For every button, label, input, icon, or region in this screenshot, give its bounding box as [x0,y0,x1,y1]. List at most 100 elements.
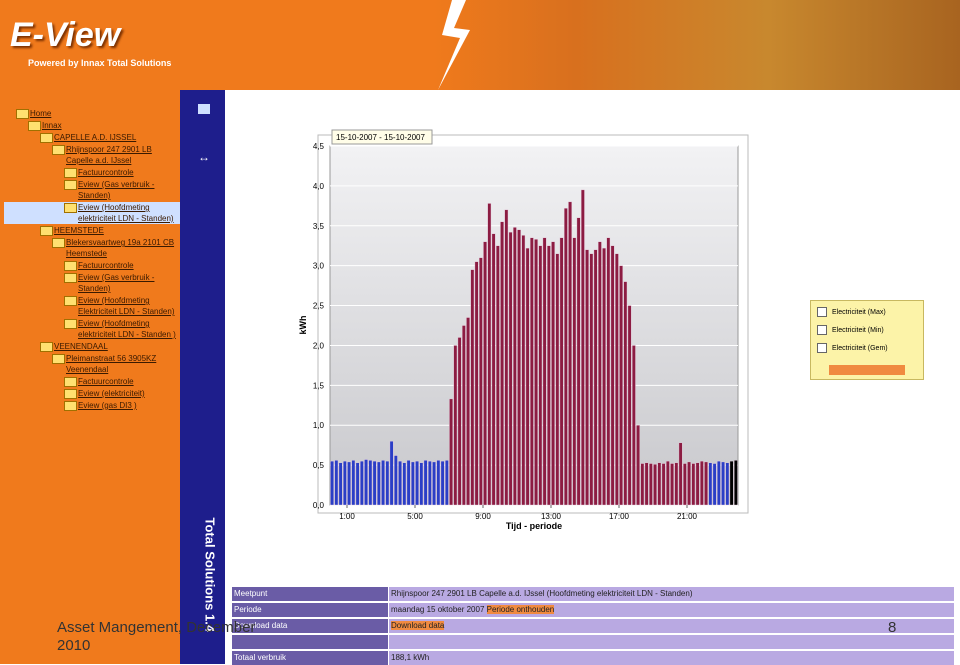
folder-icon [64,401,77,411]
checkbox [817,307,827,317]
tree-item[interactable]: Eview (gas DI3 ) [4,400,180,411]
table-row: Download data Download data [232,619,954,633]
bar [376,461,381,506]
bar [504,209,509,506]
row-label [232,635,388,649]
bar [682,463,687,506]
bar [491,233,496,506]
bar [712,463,717,506]
tree-item[interactable]: Eview (elektriciteit) [4,388,180,399]
bar [525,247,530,506]
x-tick-label: 13:00 [541,512,562,521]
option[interactable]: Electriciteit (Min) [817,325,884,336]
row-value: 188,1 kWh [389,651,954,665]
bar [461,325,466,506]
tree-item[interactable]: CAPELLE A.D. IJSSEL [4,132,180,143]
bar [521,235,526,506]
tree-item[interactable]: Eview (Gas verbruik - Standen) [4,179,180,201]
table-row [232,635,954,649]
x-tick-label: 5:00 [407,512,423,521]
bar [466,317,470,506]
bar [716,460,721,506]
bar [508,231,513,506]
folder-icon [52,238,65,248]
x-tick-label: 9:00 [475,512,491,521]
option-label: Electriciteit (Min) [832,326,884,334]
folder-icon [52,145,65,155]
folder-icon [40,133,53,143]
bar [538,245,543,506]
bar [534,239,538,506]
bar [729,460,734,506]
x-tick-label: 21:00 [677,512,698,521]
bar [576,217,581,506]
tree-item[interactable]: Factuurcontrole [4,376,180,387]
tree-item[interactable]: Factuurcontrole [4,260,180,271]
bar [670,463,674,506]
row-label: Download data [232,619,388,633]
bar [568,201,572,506]
tree-item[interactable]: Rhijnspoor 247 2901 LB Capelle a.d. IJss… [4,144,180,166]
bar [500,221,504,506]
bar [602,247,606,506]
tree-item[interactable]: Blekersvaartweg 19a 2101 CB Heemstede [4,237,180,259]
folder-icon [52,354,65,364]
row-value [389,635,954,649]
chart: 15-10-2007 - 15-10-2007 kWh Tijd - perio… [298,129,749,531]
period-button: Periode onthouden [486,605,555,614]
bar [551,241,555,506]
bar [733,460,738,506]
tagline: Powered by Innax Total Solutions [28,58,172,68]
bar [665,460,670,506]
bar [589,253,594,506]
side-band: ↔ Total Solutions 1.4 [180,90,225,664]
folder-icon [64,389,77,399]
tree-item[interactable]: Eview (Hoofdmeting Elektriciteit LDN - S… [4,295,180,317]
row-value[interactable]: Download data [389,619,954,633]
bar [580,189,585,506]
option[interactable]: Electriciteit (Gem) [817,343,888,354]
tree-item[interactable]: Eview (Gas verbruik - Standen) [4,272,180,294]
bar [623,281,628,506]
sidebar: Home Innax CAPELLE A.D. IJSSEL Rhijnspoor 2… [0,90,180,664]
bar [572,237,577,506]
value-text: 188,1 kWh [391,653,430,662]
bar [347,461,351,506]
folder-icon [64,261,77,271]
bar [406,460,411,506]
bar [674,462,679,506]
folder-icon [64,203,77,213]
bar [619,265,623,506]
tree-item[interactable]: Pleimanstraat 56 3905KZ Veenendaal [4,353,180,375]
tree-item[interactable]: Innax [4,120,180,131]
tree-item[interactable]: Factuurcontrole [4,167,180,178]
tree-item[interactable]: VEENENDAAL [4,341,180,352]
bar [393,455,398,506]
bar [338,462,343,506]
bar [457,337,462,506]
bar [423,460,428,506]
bar [419,462,424,506]
tree-item[interactable]: HEEMSTEDE [4,225,180,236]
folder-icon [64,180,77,190]
bar [334,460,339,506]
bar [398,460,402,506]
table-row: Periode maandag 15 oktober 2007 Periode o… [232,603,954,617]
x-tick-label: 17:00 [609,512,630,521]
refresh-button[interactable] [829,365,905,375]
period: 15-10-2007 - 15-10-2007 [336,133,426,142]
tree-item[interactable]: Eview (Hoofdmeting elektriciteit LDN - S… [4,202,180,224]
folder-icon [28,121,41,131]
option[interactable]: Electriciteit (Max) [817,307,886,318]
tree-item[interactable]: Eview (Hoofdmeting elektriciteit LDN - S… [4,318,180,340]
bar [483,241,487,506]
tree: Home Innax CAPELLE A.D. IJSSEL Rhijnspoor 2… [4,108,180,412]
bar [427,460,432,506]
row-value: Rhijnspoor 247 2901 LB Capelle a.d. IJss… [389,587,954,601]
tree-item[interactable]: Home [4,108,180,119]
bar [478,257,483,506]
bar [704,461,708,506]
bar [368,460,373,506]
bar [721,461,725,506]
bar [610,245,615,506]
